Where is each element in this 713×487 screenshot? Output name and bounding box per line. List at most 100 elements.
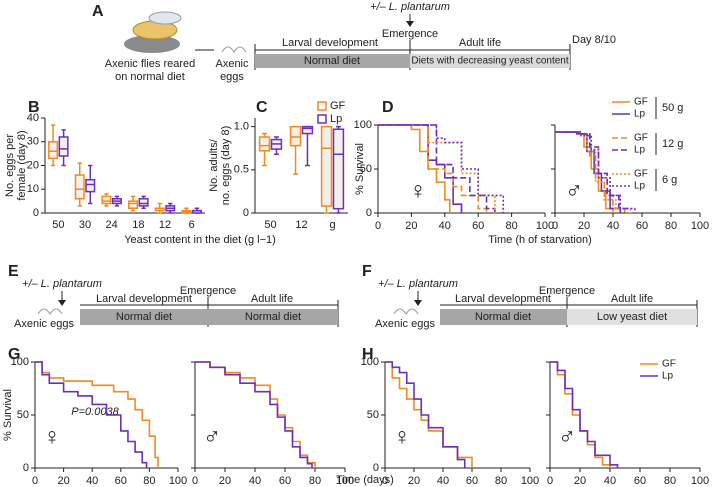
legend-label: GF <box>330 100 346 112</box>
caption: Axenic eggs <box>375 318 435 330</box>
y-tick-label: 1.0 <box>234 121 249 133</box>
end: Day 8/10 <box>572 34 616 46</box>
diet: Low yeast diet <box>597 311 667 323</box>
x-tick-label: 100 <box>536 220 554 232</box>
x-tick-label: 80 <box>143 475 155 487</box>
x-tick-label: 0 <box>547 475 553 487</box>
x-tick-label: 20 <box>219 475 231 487</box>
stage: Larval development <box>282 37 378 49</box>
caption: Axenic eggs <box>14 318 74 330</box>
treatment: +/– L. plantarum <box>22 278 102 290</box>
legend-label: GF <box>634 97 648 108</box>
y-tick-label: 20 <box>27 159 39 171</box>
survival-curve <box>195 361 316 468</box>
stage: Adult life <box>611 293 653 305</box>
axes <box>194 362 345 469</box>
y-tick-label: 0.5 <box>234 164 249 176</box>
survival-curve <box>555 131 622 213</box>
diet-bar <box>208 309 338 325</box>
x-tick-label: 0 <box>382 475 388 487</box>
box <box>320 125 333 207</box>
y-tick-label: 0 <box>243 207 249 219</box>
panel-label: A <box>92 3 104 20</box>
survival-curve <box>378 124 505 213</box>
survival-curve <box>555 131 636 213</box>
x-tick-label: 100 <box>336 475 354 487</box>
x-tick-label: 12 <box>295 219 307 231</box>
x-tick-label: 80 <box>664 475 676 487</box>
box <box>74 174 85 200</box>
y-tick-label: 100 <box>11 356 29 368</box>
x-tick-label: 40 <box>86 475 98 487</box>
y-tick-label: 0 <box>33 207 39 219</box>
x-tick-label: 60 <box>472 220 484 232</box>
x-tick-label: 18 <box>132 219 144 231</box>
x-tick-label: 40 <box>604 475 616 487</box>
diet: Diets with decreasing yeast content <box>411 56 569 67</box>
y-axis-label: female (day 8) <box>16 130 28 200</box>
diet-bar <box>567 309 697 325</box>
x-tick-label: 100 <box>521 475 539 487</box>
emergence: Emergence <box>180 285 236 297</box>
x-tick-label: 100 <box>691 475 709 487</box>
legend-group: 50 g <box>662 102 683 114</box>
legend-label: GF <box>634 169 648 180</box>
y-tick-label: 0 <box>373 462 379 474</box>
legend-label: Lp <box>634 145 646 156</box>
x-tick-label: 20 <box>57 475 69 487</box>
y-tick-label: 0 <box>23 462 29 474</box>
x-tick-label: 12 <box>159 219 171 231</box>
legend-label: Lp <box>662 371 674 382</box>
legend-swatch <box>317 101 327 111</box>
x-tick-label: 40 <box>439 220 451 232</box>
panel-label: B <box>28 99 40 116</box>
arrow-head <box>58 300 66 306</box>
annotation: ♀ <box>43 423 61 450</box>
x-tick-label: 0 <box>375 220 381 232</box>
x-tick-label: 20 <box>574 475 586 487</box>
x-tick-label: 30 <box>79 219 91 231</box>
diet-bar <box>410 54 570 68</box>
panel-label: E <box>8 263 19 280</box>
x-tick-label: 6 <box>189 219 195 231</box>
x-tick-label: 50 <box>264 219 276 231</box>
x-tick-label: 20 <box>578 220 590 232</box>
stage: Larval development <box>455 293 551 305</box>
diet-bar <box>255 54 410 68</box>
x-tick-label: 20 <box>408 475 420 487</box>
axes <box>44 118 205 214</box>
survival-curve <box>550 361 619 468</box>
box <box>101 195 112 205</box>
legend-swatch <box>317 114 327 124</box>
stage: Adult life <box>251 293 293 305</box>
x-tick-label: 24 <box>106 219 118 231</box>
x-tick-label: 40 <box>607 220 619 232</box>
annotation: ♂ <box>565 177 583 204</box>
diet-bar <box>440 309 567 325</box>
y-tick-label: 100 <box>354 119 372 131</box>
eggs-icon <box>37 308 63 315</box>
survival-curve <box>385 361 466 468</box>
emergence: Emergence <box>382 28 438 40</box>
diet-bar <box>80 309 208 325</box>
diet: Normal diet <box>475 311 531 323</box>
x-tick-label: 50 <box>52 219 64 231</box>
x-tick-label: 60 <box>634 475 646 487</box>
y-axis-label: % Survival <box>354 143 366 195</box>
x-tick-label: 80 <box>495 475 507 487</box>
x-axis-label: Time (days) <box>336 474 394 486</box>
x-tick-label: 20 <box>405 220 417 232</box>
annotation: ♀ <box>409 177 427 204</box>
x-tick-label: 80 <box>309 475 321 487</box>
x-tick-label: g <box>329 219 335 231</box>
box <box>48 141 59 160</box>
legend-label: GF <box>662 359 676 370</box>
annotation: ♂ <box>203 423 221 450</box>
y-axis-label: no. eggs (day 8) <box>220 126 232 206</box>
x-tick-label: 100 <box>691 220 709 232</box>
survival-curve <box>555 131 614 213</box>
diet: Normal diet <box>116 311 172 323</box>
diet-icon <box>124 35 180 53</box>
treatment: +/– L. plantarum <box>370 1 450 13</box>
box <box>258 136 271 152</box>
